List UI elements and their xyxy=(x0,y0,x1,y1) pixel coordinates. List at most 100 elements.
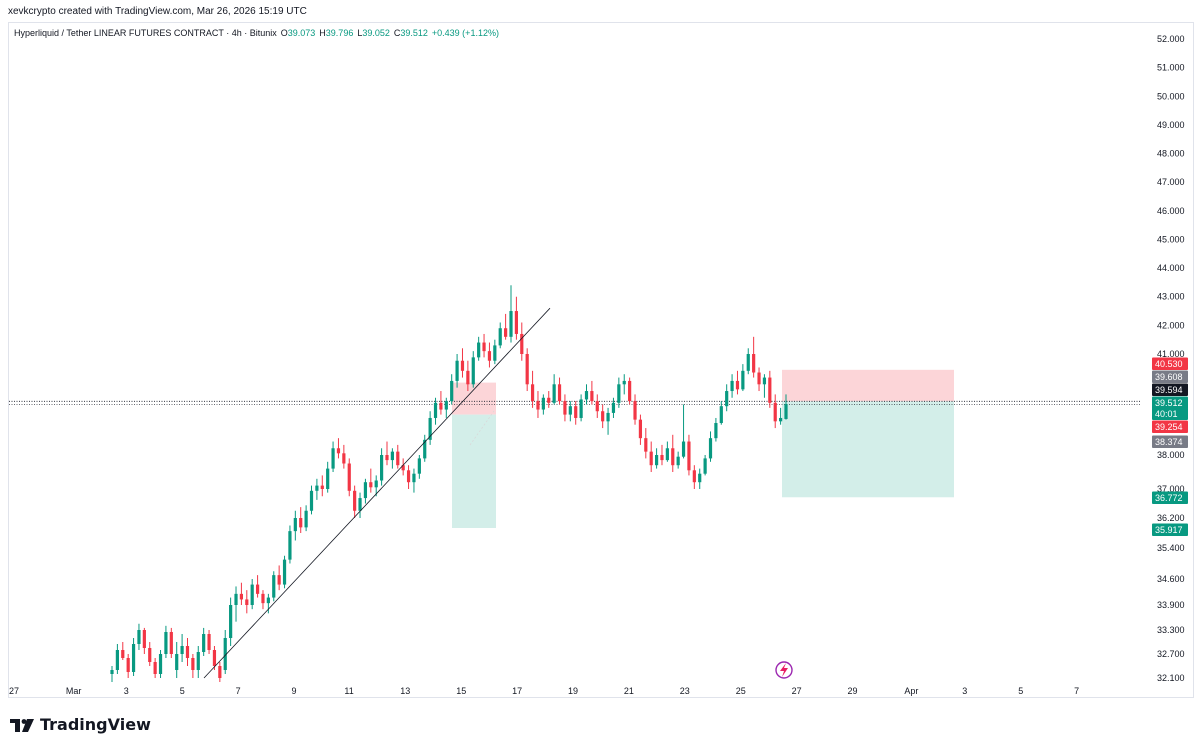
y-tick-label: 41.000 xyxy=(1157,349,1185,359)
price-label-text: 36.772 xyxy=(1155,493,1183,503)
y-tick-label: 47.000 xyxy=(1157,177,1185,187)
candle-body xyxy=(466,370,470,385)
symbol-title[interactable]: Hyperliquid / Tether LINEAR FUTURES CONT… xyxy=(14,28,277,38)
x-tick-label: 7 xyxy=(1074,686,1079,696)
tradingview-logo[interactable]: TradingView xyxy=(10,715,151,734)
target-zone xyxy=(452,414,496,528)
candle-body xyxy=(541,397,545,410)
candle-body xyxy=(331,448,335,469)
candle-body xyxy=(266,597,270,604)
candle-body xyxy=(158,654,163,674)
y-tick-label: 32.100 xyxy=(1157,673,1185,683)
price-label-bg xyxy=(1152,523,1188,536)
candle-body xyxy=(692,470,696,483)
candle-body xyxy=(121,650,125,658)
candle-body xyxy=(525,354,529,385)
candle-body xyxy=(309,490,314,511)
candle-body xyxy=(487,351,492,361)
y-tick-label: 44.000 xyxy=(1157,263,1185,273)
lightning-icon[interactable] xyxy=(775,661,793,679)
x-tick-label: 27 xyxy=(792,686,802,696)
price-label-bg xyxy=(1152,396,1188,409)
attribution-text: xevkcrypto created with TradingView.com,… xyxy=(8,6,307,17)
stop-zone xyxy=(782,369,954,402)
candle-body xyxy=(552,384,556,403)
candle-body xyxy=(606,412,610,422)
y-tick-label: 52.000 xyxy=(1157,34,1185,44)
candle-body xyxy=(649,451,653,466)
candle-body xyxy=(212,650,217,666)
ohlc-open: O39.073 xyxy=(280,28,316,38)
ohlc-high: H39.796 xyxy=(319,28,354,38)
candle-body xyxy=(504,328,508,337)
x-tick-label: 5 xyxy=(180,686,185,696)
price-label-bg xyxy=(1152,383,1188,396)
brand-name: TradingView xyxy=(40,715,151,734)
candle-body xyxy=(703,458,707,474)
x-tick-label: 27 xyxy=(9,686,19,696)
price-label-bg xyxy=(1152,420,1188,433)
price-label-text: 39.254 xyxy=(1155,422,1183,432)
y-tick-label: 42.000 xyxy=(1157,320,1185,330)
candle-body xyxy=(180,646,184,654)
candle-body xyxy=(115,650,119,670)
tradingview-mark-icon xyxy=(10,718,34,732)
candle-body xyxy=(406,470,411,483)
candle-body xyxy=(277,575,281,585)
price-label: 40.530 xyxy=(1152,357,1188,370)
x-tick-label: 3 xyxy=(962,686,967,696)
x-tick-label: 15 xyxy=(456,686,466,696)
candle-body xyxy=(304,510,308,528)
ohlc-low: L39.052 xyxy=(357,28,390,38)
candle-body xyxy=(762,377,767,385)
candle-body xyxy=(628,380,632,402)
candle-body xyxy=(681,441,686,457)
chart-frame xyxy=(8,22,1194,698)
y-tick-label: 46.000 xyxy=(1157,206,1185,216)
y-tick-label: 33.900 xyxy=(1157,600,1185,610)
candle-body xyxy=(584,391,589,400)
x-tick-label: 17 xyxy=(512,686,522,696)
candle-body xyxy=(131,644,136,672)
candle-body xyxy=(482,342,486,352)
candle-body xyxy=(218,666,222,678)
x-tick-label: 11 xyxy=(344,686,353,696)
candle-body xyxy=(396,451,400,466)
candle-body xyxy=(617,384,621,403)
candle-body xyxy=(698,473,702,483)
y-tick-label: 49.000 xyxy=(1157,120,1185,130)
y-tick-label: 33.300 xyxy=(1157,625,1185,635)
candle-body xyxy=(137,630,141,644)
y-tick-label: 43.000 xyxy=(1157,292,1185,302)
candle-body xyxy=(719,406,723,424)
y-tick-label: 34.600 xyxy=(1157,574,1185,584)
symbol-legend: Hyperliquid / Tether LINEAR FUTURES CONT… xyxy=(14,28,499,38)
candle-body xyxy=(444,401,448,410)
target-zone xyxy=(782,401,954,498)
candle-body xyxy=(185,646,190,658)
candle-body xyxy=(779,417,783,422)
candle-body xyxy=(579,399,583,418)
candle-body xyxy=(347,463,351,491)
candle-body xyxy=(671,448,675,466)
candle-body xyxy=(611,402,616,413)
candle-body xyxy=(390,451,394,461)
candle-body xyxy=(493,345,497,361)
candle-body xyxy=(255,584,260,594)
candle-body xyxy=(261,593,265,604)
candle-body xyxy=(638,419,643,439)
candle-body xyxy=(574,406,578,418)
candle-body xyxy=(148,648,152,662)
y-tick-label: 36.200 xyxy=(1157,513,1185,523)
candle-body xyxy=(207,634,211,650)
candle-body xyxy=(590,391,594,402)
price-label: 40:01 xyxy=(1152,407,1188,420)
candle-body xyxy=(460,360,465,371)
candle-body xyxy=(412,473,416,483)
candle-body xyxy=(735,380,740,390)
candle-body xyxy=(353,490,357,511)
stop-zone xyxy=(452,382,496,415)
price-label: 39.594 xyxy=(1152,383,1188,396)
price-label-text: 39.512 xyxy=(1155,398,1183,408)
